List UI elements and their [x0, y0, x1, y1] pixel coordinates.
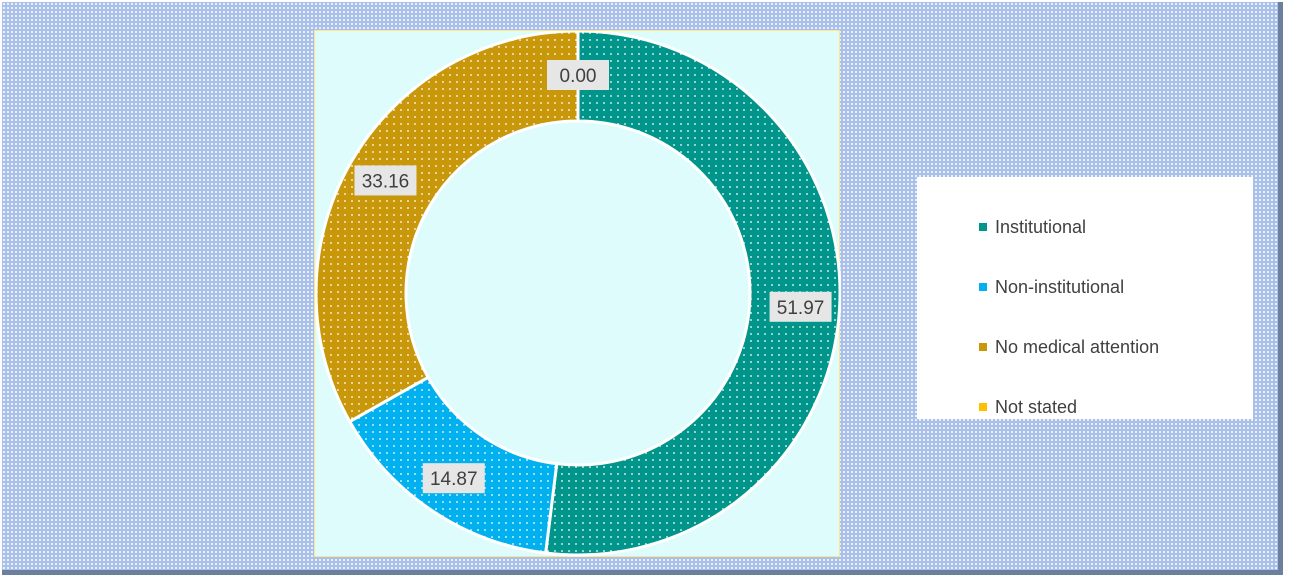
data-label-text-non-institutional: 14.87	[430, 469, 478, 490]
data-label-non-institutional: 14.87	[422, 463, 485, 494]
data-label-no-medical-attention: 33.16	[354, 165, 417, 196]
legend-item-institutional: Institutional	[917, 197, 1253, 257]
legend: Institutional Non-institutional No medic…	[917, 177, 1253, 419]
data-label-text-no-medical-attention: 33.16	[362, 171, 410, 192]
slice-texture-institutional	[545, 31, 840, 555]
legend-item-non-institutional: Non-institutional	[917, 257, 1253, 317]
data-label-box-non-institutional	[422, 463, 485, 494]
data-label-not-stated: 0.00	[547, 60, 609, 90]
slice-texture-no-medical-attention	[316, 31, 578, 422]
donut-chart: 51.97 14.87 33.16 0.00	[315, 31, 841, 557]
data-label-box-institutional	[769, 291, 832, 322]
legend-label-no-medical-attention: No medical attention	[995, 336, 1160, 357]
data-label-text-not-stated: 0.00	[560, 66, 597, 87]
data-label-box-no-medical-attention	[354, 165, 417, 196]
legend-label-non-institutional: Non-institutional	[995, 276, 1125, 297]
data-label-institutional: 51.97	[769, 291, 832, 322]
data-label-box-not-stated	[547, 60, 609, 90]
legend-swatch-not-stated	[979, 403, 987, 411]
data-label-text-institutional: 51.97	[777, 298, 825, 319]
legend-item-no-medical-attention: No medical attention	[917, 317, 1253, 377]
legend-label-institutional: Institutional	[995, 216, 1087, 237]
plot-area: 51.97 14.87 33.16 0.00	[314, 30, 841, 557]
legend-swatch-non-institutional	[979, 283, 987, 291]
legend-swatch-institutional	[979, 223, 987, 231]
legend-item-not-stated: Not stated	[917, 377, 1253, 437]
legend-label-not-stated: Not stated	[995, 396, 1078, 417]
legend-swatch-no-medical-attention	[979, 343, 987, 351]
